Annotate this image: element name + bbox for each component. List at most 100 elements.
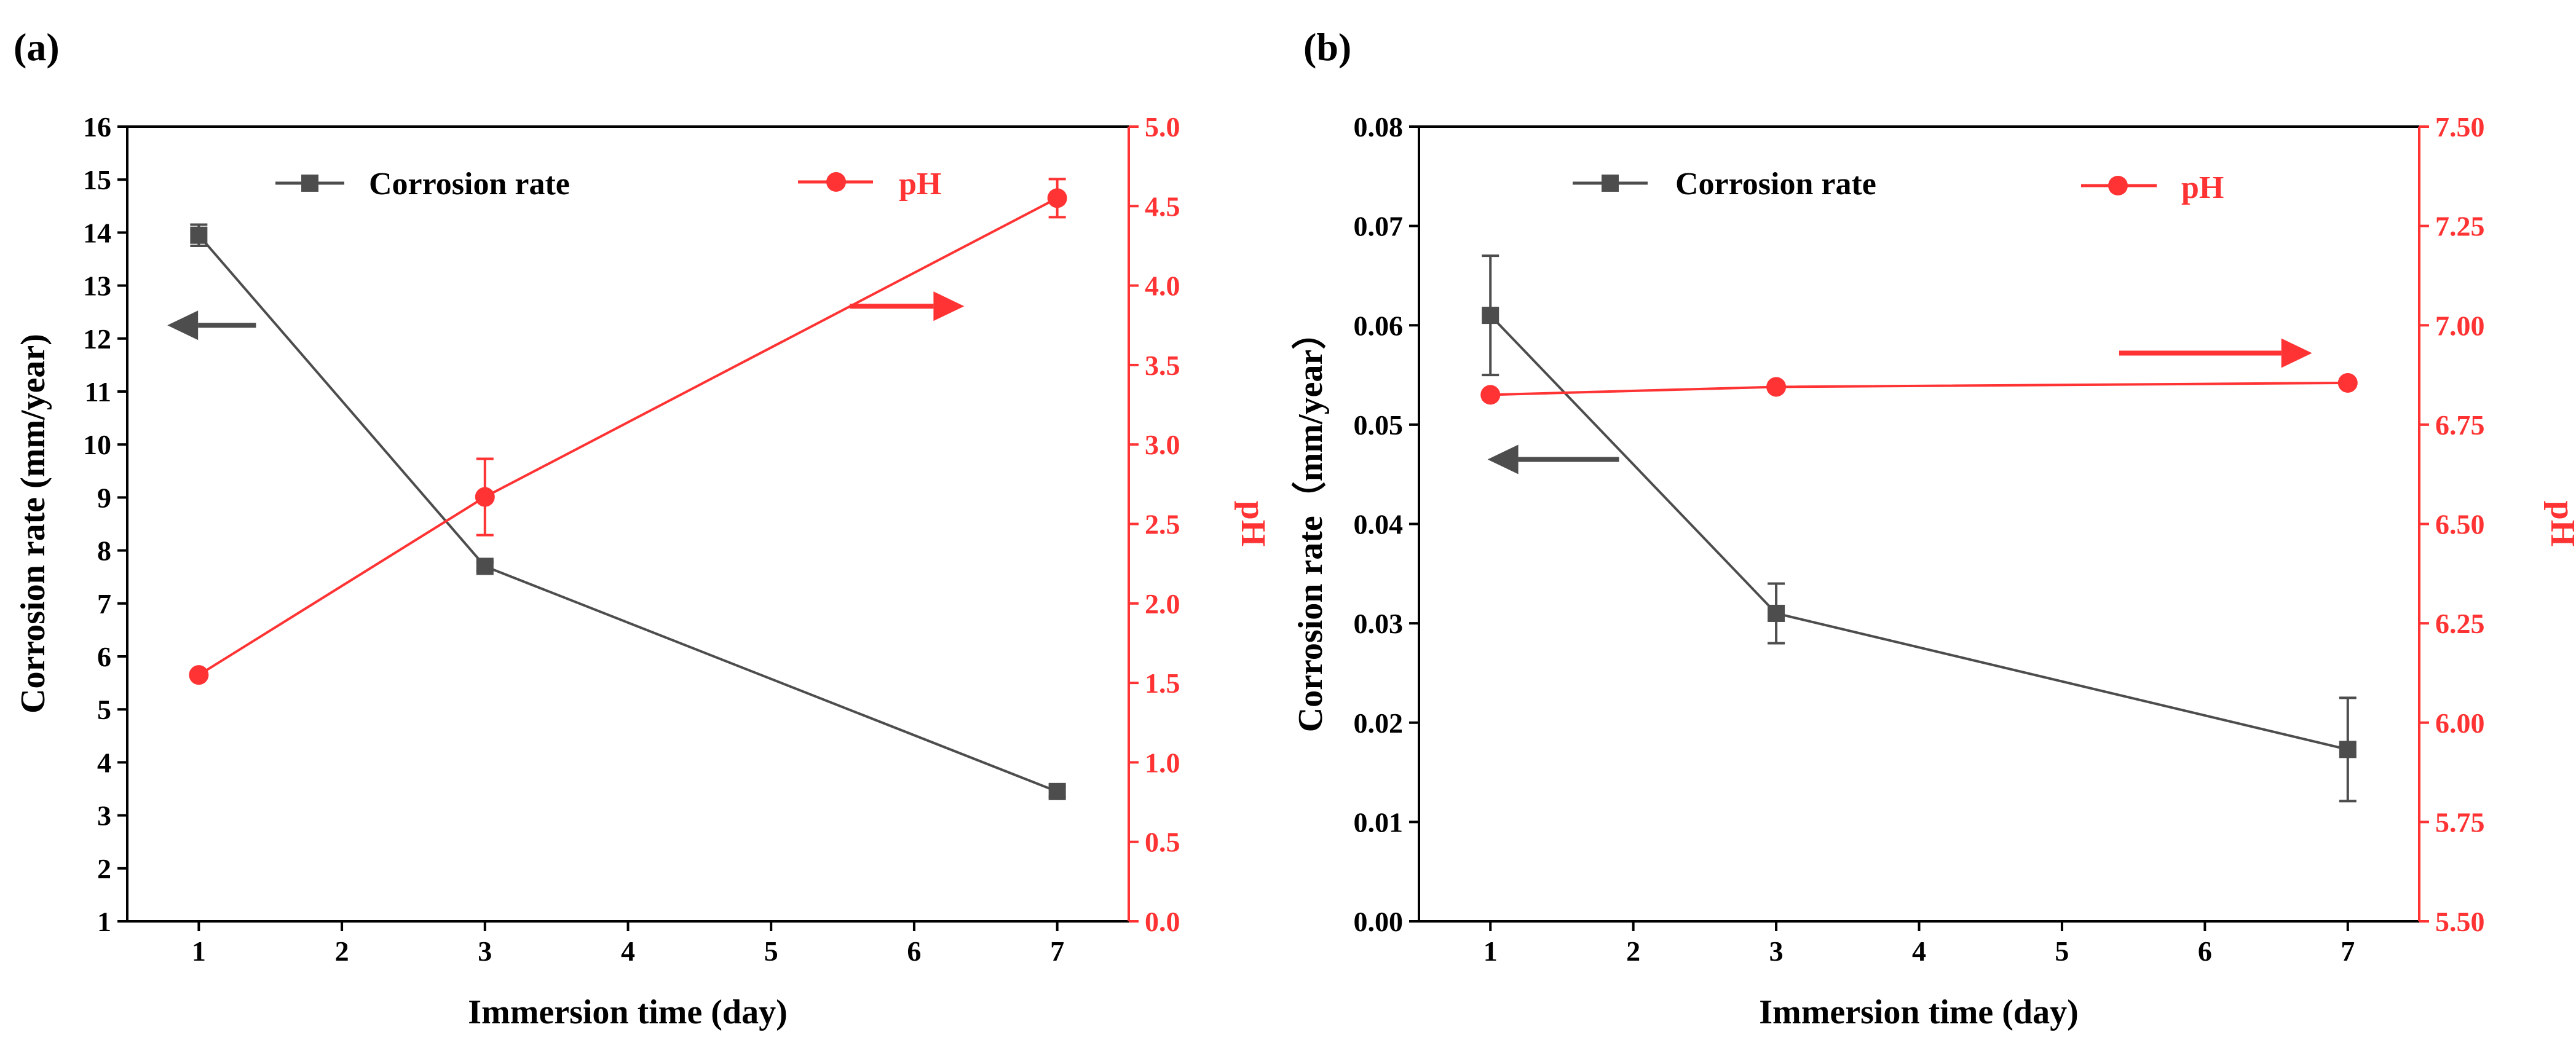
y-left-tick-label: 2 xyxy=(97,853,111,884)
ph-series-line xyxy=(198,197,1058,676)
panel-a-right-axis-title: pH xyxy=(1234,501,1272,547)
legend-ph-label: pH xyxy=(2181,170,2224,205)
y-left-tick-label: 10 xyxy=(83,429,111,460)
legend-ph-marker xyxy=(826,172,846,192)
y-left-tick-label: 15 xyxy=(83,164,111,195)
y-left-tick-label: 6 xyxy=(97,641,111,672)
y-left-tick-label: 11 xyxy=(85,376,111,407)
x-tick-label: 4 xyxy=(1912,935,1926,967)
axis-indicator-arrow-head xyxy=(1487,444,1519,474)
panel-a-x-ticks: 1 2 3 4 5 6 7 xyxy=(192,921,1064,967)
y-left-tick-label: 0.02 xyxy=(1354,707,1404,739)
x-tick-label: 1 xyxy=(192,935,206,967)
y-left-tick-label: 12 xyxy=(83,323,111,355)
y-left-tick-label: 8 xyxy=(97,535,111,567)
legend-ph-marker xyxy=(2108,176,2128,195)
panel-b-arrows xyxy=(1487,338,2312,474)
panel-a-x-axis-title: Immersion time (day) xyxy=(468,993,787,1031)
y-left-tick-label: 0.05 xyxy=(1354,409,1404,441)
y-left-tick-label: 0.06 xyxy=(1354,310,1404,341)
legend-corrosion-label: Corrosion rate xyxy=(369,167,570,202)
panel-a-left-axis-title: Corrosion rate (mm/year) xyxy=(14,334,52,714)
corrosion-data-point xyxy=(476,557,494,575)
panel-a-arrows xyxy=(167,291,965,340)
ph-data-point xyxy=(475,487,495,507)
panel-b-label: (b) xyxy=(1303,25,1351,69)
y-right-tick-label: 6.50 xyxy=(2435,509,2485,540)
y-left-tick-label: 7 xyxy=(97,588,111,620)
x-tick-label: 7 xyxy=(1050,935,1064,967)
corrosion-data-point xyxy=(1048,782,1066,800)
ph-series-line xyxy=(1490,381,2348,396)
panel-b-legend: Corrosion rate pH xyxy=(1573,167,2224,205)
y-left-tick-label: 0.08 xyxy=(1354,111,1404,143)
corrosion-data-point xyxy=(1768,604,1785,622)
y-left-tick-label: 3 xyxy=(97,800,111,832)
y-left-tick-label: 0.07 xyxy=(1354,211,1404,242)
x-tick-label: 7 xyxy=(2341,935,2355,967)
y-left-tick-label: 14 xyxy=(83,217,111,248)
ph-data-point xyxy=(189,665,209,685)
axis-indicator-arrow-head xyxy=(933,291,965,321)
y-right-tick-label: 2.5 xyxy=(1145,509,1180,540)
legend-ph-label: pH xyxy=(899,167,941,202)
ph-data-point xyxy=(1766,377,1787,397)
panel-a-plot-frame xyxy=(126,125,1130,923)
y-left-tick-label: 4 xyxy=(97,747,111,778)
panel-b-plot-frame xyxy=(1418,125,2420,923)
panel-a-series xyxy=(189,178,1067,800)
legend-corrosion-marker xyxy=(301,175,318,192)
panel-b-right-ticks: 5.50 5.75 6.00 6.25 6.50 6.75 7.00 7.25 7.50 xyxy=(2418,111,2485,937)
panel-b: (b) 1 2 3 4 5 6 7 0.00 0.01 0.02 0.03 0.04 0.05 0.06… xyxy=(1291,25,2576,1031)
y-right-tick-label: 3.0 xyxy=(1145,429,1180,460)
x-tick-label: 1 xyxy=(1484,935,1498,967)
legend-corrosion-marker xyxy=(1602,175,1619,192)
y-right-tick-label: 1.0 xyxy=(1145,747,1180,778)
x-tick-label: 2 xyxy=(1626,935,1640,967)
y-right-tick-label: 5.75 xyxy=(2435,806,2485,838)
panel-b-series xyxy=(1480,254,2358,803)
y-left-tick-label: 13 xyxy=(83,270,111,302)
ph-data-point xyxy=(2337,372,2358,393)
panel-b-x-ticks: 1 2 3 4 5 6 7 xyxy=(1484,921,2355,967)
y-right-tick-label: 1.5 xyxy=(1145,667,1180,699)
y-left-tick-label: 16 xyxy=(83,111,111,143)
y-right-tick-label: 3.5 xyxy=(1145,350,1180,381)
ph-data-point xyxy=(1480,385,1501,405)
ph-data-point xyxy=(1047,188,1067,208)
panel-a-legend: Corrosion rate pH xyxy=(275,167,941,202)
y-left-tick-label: 0.03 xyxy=(1354,608,1404,639)
y-right-tick-label: 0.0 xyxy=(1145,906,1180,937)
corrosion-series-line xyxy=(197,234,1058,793)
corrosion-data-point xyxy=(1482,307,1499,325)
x-tick-label: 4 xyxy=(621,935,635,967)
panel-b-x-axis-title: Immersion time (day) xyxy=(1759,993,2078,1031)
y-right-tick-label: 7.25 xyxy=(2435,211,2485,242)
y-right-tick-label: 6.25 xyxy=(2435,608,2485,639)
y-left-tick-label: 0.04 xyxy=(1354,509,1404,540)
y-right-tick-label: 5.50 xyxy=(2435,906,2485,937)
y-right-tick-label: 4.0 xyxy=(1145,270,1180,302)
y-left-tick-label: 0.01 xyxy=(1354,806,1404,838)
x-tick-label: 6 xyxy=(907,935,921,967)
x-tick-label: 3 xyxy=(478,935,492,967)
legend-corrosion-label: Corrosion rate xyxy=(1675,167,1876,202)
y-right-tick-label: 6.00 xyxy=(2435,707,2485,739)
panel-b-right-axis-title: pH xyxy=(2543,501,2576,547)
y-right-tick-label: 2.0 xyxy=(1145,588,1180,620)
y-right-tick-label: 6.75 xyxy=(2435,409,2485,441)
panel-b-left-axis-title: Corrosion rate（mm/year） xyxy=(1291,315,1330,733)
x-tick-label: 3 xyxy=(1769,935,1784,967)
y-right-tick-label: 4.5 xyxy=(1145,191,1180,222)
x-tick-label: 5 xyxy=(764,935,778,967)
y-right-tick-label: 7.00 xyxy=(2435,310,2485,341)
corrosion-data-point xyxy=(2339,741,2357,758)
y-left-tick-label: 1 xyxy=(97,906,111,937)
axis-indicator-arrow-head xyxy=(2281,338,2312,368)
y-left-tick-label: 0.00 xyxy=(1354,906,1404,937)
panel-a-right-ticks: 0.0 0.5 1.0 1.5 2.0 2.5 3.0 3.5 4.0 4.5 5.0 xyxy=(1128,111,1180,937)
y-left-tick-label: 9 xyxy=(97,482,111,513)
